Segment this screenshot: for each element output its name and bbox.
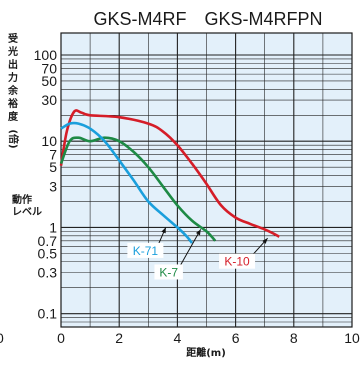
threshold-label-line: レベル [12, 206, 42, 218]
y-tick-label: 0.7 [38, 233, 58, 249]
y-tick-label: 100 [34, 47, 58, 63]
y-axis-label-char: (倍) [7, 129, 20, 148]
annotation-label-k-7: K-7 [159, 265, 178, 279]
y-axis-label-char: 力 [8, 71, 18, 84]
y-axis-label-char: 受 [8, 32, 18, 45]
y-axis-label-char: 余 [7, 84, 19, 97]
series-lines [59, 109, 280, 244]
annotation-arrow-line [176, 229, 202, 272]
annotation-arrow-head [195, 229, 201, 236]
y-tick-label: 0.1 [38, 306, 58, 322]
series-line-k-71 [60, 121, 194, 244]
y-tick-label: 50 [41, 73, 57, 89]
x-tick-label: 2 [115, 330, 123, 346]
annotation-label-box [154, 264, 183, 280]
y-tick-label: 3 [49, 178, 57, 194]
series-annotations: K-71K-7 K-10 [127, 227, 268, 280]
x-tick-label: 8 [290, 330, 298, 346]
y-tick-label: 0.3 [38, 265, 58, 281]
x-tick-partial: 0 [0, 330, 4, 346]
y-tick-label: 7 [49, 147, 57, 163]
annotation-label-k-71: K-71 [133, 244, 159, 258]
x-tick-label: 0 [57, 330, 65, 346]
x-tick-label: 10 [344, 330, 360, 346]
chart-title: GKS-M4RF GKS-M4RFPN [93, 9, 322, 29]
series-line-k-7 [59, 136, 217, 242]
y-tick-label: 5 [49, 159, 57, 175]
annotation-arrow-head [161, 227, 166, 234]
y-tick-label: 30 [41, 92, 57, 108]
annotation-label-box [219, 253, 256, 269]
x-tick-label: 6 [232, 330, 240, 346]
annotation-label-k-10: K-10 [224, 255, 250, 269]
y-axis-label-char: 光 [7, 45, 18, 58]
y-axis-label-char: 裕 [7, 97, 18, 110]
y-axis-label-char: 度 [8, 110, 19, 123]
y-tick-label: 0.5 [38, 245, 58, 261]
grid-lines [61, 33, 352, 327]
x-tick-labels: 0 2 4 6 8 10 [57, 330, 360, 346]
y-tick-label: 10 [41, 133, 57, 149]
y-tick-label: 70 [41, 60, 57, 76]
annotation-arrow-head [262, 238, 268, 244]
series-line-k-10 [59, 109, 280, 238]
x-axis-label: 距離(m) [186, 346, 226, 359]
threshold-label-line: 動作 [12, 193, 32, 206]
annotation-label-box [127, 242, 164, 258]
y-axis-label-char: 出 [8, 58, 18, 71]
x-tick-label: 4 [174, 330, 182, 346]
y-tick-label: 1 [49, 219, 57, 235]
